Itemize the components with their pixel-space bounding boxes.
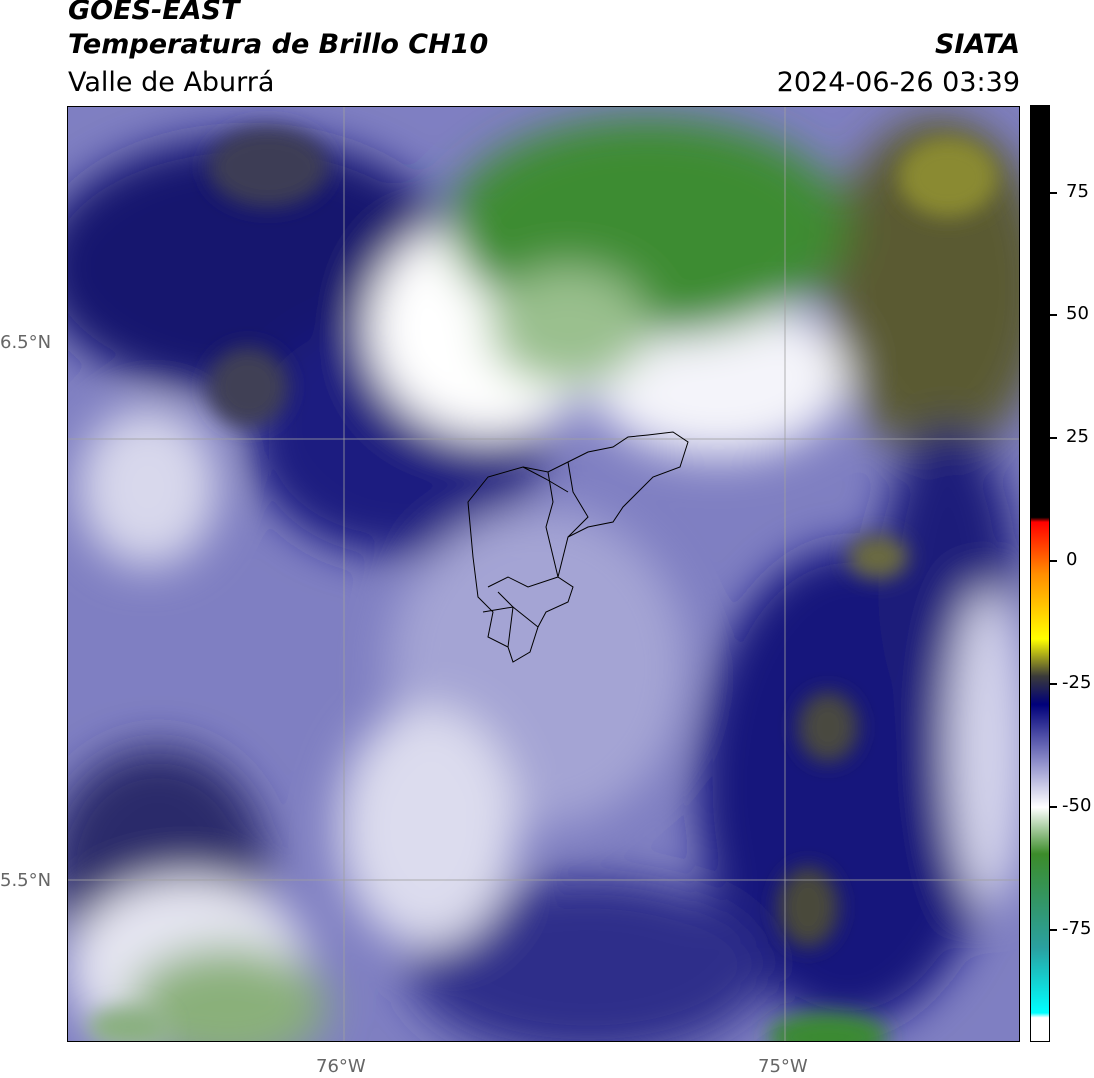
colorbar-tick-minus-25: -25 xyxy=(1062,672,1092,693)
colorbar-tick-mark xyxy=(1050,437,1057,439)
colorbar-tick-50: 50 xyxy=(1066,303,1089,324)
brand-label: SIATA xyxy=(934,29,1020,60)
region-title: Valle de Aburrá xyxy=(68,67,275,98)
colorbar-tick-mark xyxy=(1050,192,1057,194)
colorbar-tick-75: 75 xyxy=(1066,181,1089,202)
temperature-field xyxy=(68,117,1019,1041)
colorbar-tick-0: 0 xyxy=(1066,549,1078,570)
brightness-temperature-map[interactable] xyxy=(67,106,1020,1042)
colorbar-tick-mark xyxy=(1050,806,1057,808)
colorbar-tick-minus-50: -50 xyxy=(1062,795,1092,816)
colorbar-tick-mark xyxy=(1050,683,1057,685)
channel-title: Temperatura de Brillo CH10 xyxy=(68,29,489,60)
lat-label-5-5: 5.5°N xyxy=(0,870,52,891)
map-canvas xyxy=(68,107,1019,1041)
lat-label-6-5: 6.5°N xyxy=(0,332,52,353)
colorbar xyxy=(1030,105,1050,1042)
colorbar-tick-mark xyxy=(1050,560,1057,562)
colorbar-tick-mark xyxy=(1050,929,1057,931)
lon-label-75: 75°W xyxy=(758,1056,808,1077)
timestamp-label: 2024-06-26 03:39 xyxy=(776,67,1020,98)
lon-label-76: 76°W xyxy=(316,1056,366,1077)
product-title: GOES-EAST xyxy=(68,0,240,26)
colorbar-tick-mark xyxy=(1050,314,1057,316)
colorbar-tick-25: 25 xyxy=(1066,426,1089,447)
valle-de-aburra-boundaries xyxy=(467,431,689,663)
colorbar-tick-minus-75: -75 xyxy=(1062,918,1092,939)
temperature-detail xyxy=(88,127,998,1041)
